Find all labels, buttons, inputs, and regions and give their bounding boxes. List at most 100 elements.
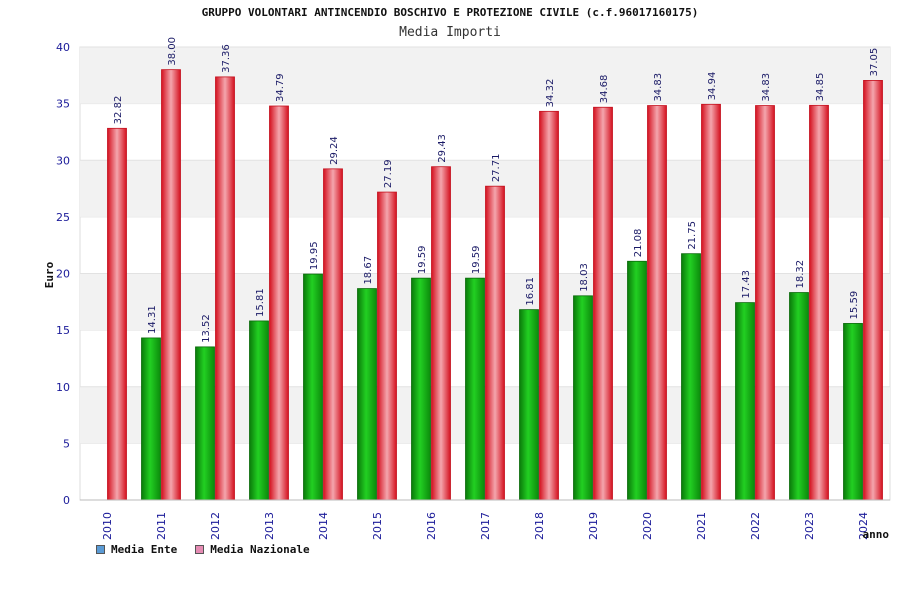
bar-media-ente bbox=[843, 323, 863, 501]
x-tick-label: 2022 bbox=[749, 512, 762, 540]
y-tick-label: 5 bbox=[63, 437, 70, 450]
data-label: 34.68 bbox=[599, 75, 610, 104]
bar-media-nazionale bbox=[593, 106, 613, 501]
data-label: 34.32 bbox=[545, 79, 556, 108]
data-label: 27.19 bbox=[383, 159, 394, 188]
data-label: 34.85 bbox=[815, 73, 826, 102]
data-label: 27.71 bbox=[491, 154, 502, 183]
bar-media-ente bbox=[789, 292, 809, 501]
x-axis-label: anno bbox=[863, 528, 890, 541]
data-label: 34.83 bbox=[761, 73, 772, 102]
data-label: 18.67 bbox=[363, 256, 374, 285]
data-label: 29.24 bbox=[329, 136, 340, 165]
x-tick-label: 2011 bbox=[155, 512, 168, 540]
chart-subtitle: Media Importi bbox=[399, 25, 501, 40]
x-tick-label: 2010 bbox=[101, 512, 114, 540]
data-label: 18.32 bbox=[795, 260, 806, 289]
bar-media-ente bbox=[573, 295, 593, 501]
x-tick-label: 2021 bbox=[695, 512, 708, 540]
bar-media-nazionale bbox=[539, 110, 559, 501]
bar-layer: 32.82 14.31 38.00 13.52 37.36 15.81 34.79 19.95… bbox=[107, 37, 883, 501]
bar-media-nazionale bbox=[161, 69, 181, 501]
bar-media-nazionale bbox=[377, 191, 397, 501]
data-label: 13.52 bbox=[201, 314, 212, 343]
x-tick-label: 2012 bbox=[209, 512, 222, 540]
bar-media-ente bbox=[303, 273, 323, 501]
y-tick-label: 15 bbox=[56, 324, 70, 337]
y-tick-label: 30 bbox=[56, 154, 70, 167]
bar-media-nazionale bbox=[431, 166, 451, 501]
y-tick-label: 40 bbox=[56, 41, 70, 54]
legend-swatch bbox=[195, 545, 205, 554]
bar-media-nazionale bbox=[323, 168, 343, 501]
bar-media-ente bbox=[141, 337, 161, 501]
y-tick-label: 35 bbox=[56, 98, 70, 111]
legend: Media Ente Media Nazionale bbox=[96, 543, 328, 556]
bar-media-nazionale bbox=[647, 105, 667, 501]
legend-swatch bbox=[96, 545, 105, 554]
x-tick-label: 2014 bbox=[317, 512, 330, 540]
legend-item-media-ente: Media Ente bbox=[96, 543, 177, 556]
data-label: 19.59 bbox=[417, 246, 428, 275]
y-tick-label: 10 bbox=[56, 381, 70, 394]
bar-media-nazionale bbox=[863, 80, 883, 501]
data-label: 16.81 bbox=[525, 277, 536, 306]
bar-media-ente bbox=[411, 277, 431, 501]
y-tick-label: 0 bbox=[63, 494, 70, 507]
y-axis-label: Euro bbox=[43, 261, 56, 288]
x-tick-label: 2013 bbox=[263, 512, 276, 540]
bar-media-ente bbox=[465, 277, 485, 501]
x-tick-label: 2017 bbox=[479, 512, 492, 540]
data-label: 38.00 bbox=[167, 37, 178, 66]
data-label: 17.43 bbox=[741, 270, 752, 299]
x-tick-label: 2015 bbox=[371, 512, 384, 540]
bar-media-nazionale bbox=[269, 105, 289, 501]
legend-item-media-nazionale: Media Nazionale bbox=[195, 543, 310, 556]
x-tick-label: 2023 bbox=[803, 512, 816, 540]
data-label: 15.81 bbox=[255, 288, 266, 317]
x-tick-label: 2019 bbox=[587, 512, 600, 540]
x-tick-label: 2024 bbox=[857, 512, 870, 540]
bar-media-ente bbox=[681, 253, 701, 501]
x-axis: 2010 2011 2012 2013 2014 2015 2016 2017 2018 2019… bbox=[80, 499, 890, 540]
bar-media-ente bbox=[357, 288, 377, 501]
data-label: 34.94 bbox=[707, 72, 718, 101]
bar-media-ente bbox=[249, 320, 269, 501]
data-label: 37.36 bbox=[221, 44, 232, 73]
bar-media-nazionale bbox=[755, 105, 775, 501]
bar-media-ente bbox=[627, 260, 647, 501]
y-tick-label: 25 bbox=[56, 211, 70, 224]
chart-title: GRUPPO VOLONTARI ANTINCENDIO BOSCHIVO E … bbox=[201, 6, 699, 19]
data-label: 37.05 bbox=[869, 48, 880, 77]
data-label: 29.43 bbox=[437, 134, 448, 163]
y-axis: 0 5 10 15 20 25 30 35 40 bbox=[56, 41, 70, 507]
grid-band bbox=[80, 160, 890, 217]
data-label: 21.75 bbox=[687, 221, 698, 250]
bar-media-nazionale bbox=[215, 76, 235, 501]
bar-media-nazionale bbox=[701, 103, 721, 501]
bar-media-ente bbox=[735, 302, 755, 501]
y-tick-label: 20 bbox=[56, 268, 70, 281]
data-label: 19.95 bbox=[309, 241, 320, 270]
grid-band bbox=[80, 47, 890, 104]
x-tick-label: 2018 bbox=[533, 512, 546, 540]
x-tick-label: 2020 bbox=[641, 512, 654, 540]
data-label: 21.08 bbox=[633, 229, 644, 258]
data-label: 34.83 bbox=[653, 73, 664, 102]
bar-media-nazionale bbox=[107, 127, 127, 501]
bar-media-ente bbox=[195, 346, 215, 501]
data-label: 18.03 bbox=[579, 263, 590, 292]
data-label: 34.79 bbox=[275, 73, 286, 102]
data-label: 32.82 bbox=[113, 96, 124, 125]
data-label: 15.59 bbox=[849, 291, 860, 320]
grid-band bbox=[80, 273, 890, 331]
data-label: 14.31 bbox=[147, 305, 158, 334]
bar-media-ente bbox=[519, 309, 539, 501]
legend-label: Media Ente bbox=[111, 543, 178, 556]
bar-media-nazionale bbox=[485, 185, 505, 501]
grid-band bbox=[80, 386, 890, 444]
x-tick-label: 2016 bbox=[425, 512, 438, 540]
bar-media-nazionale bbox=[809, 104, 829, 501]
grid-bands bbox=[79, 46, 891, 501]
